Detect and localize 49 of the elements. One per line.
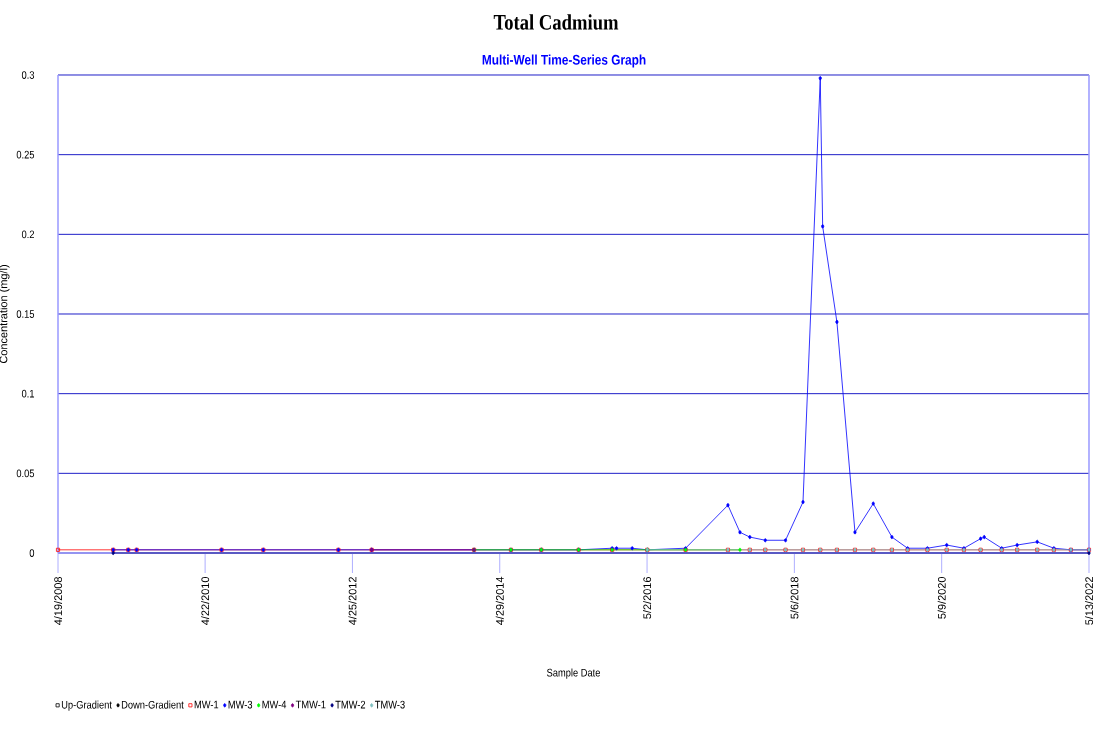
y-tick-label: 0.1 <box>21 389 35 398</box>
x-tick-label: 4/19/2008 <box>53 577 63 626</box>
x-tick-label: 5/2/2016 <box>643 577 652 619</box>
y-tick-label: 0.3 <box>21 71 35 79</box>
x-tick-label: 4/22/2010 <box>201 576 210 626</box>
point <box>748 535 752 540</box>
point <box>1015 543 1019 548</box>
point <box>738 530 742 535</box>
y-tick-label: 0 <box>29 549 35 557</box>
point <box>1035 539 1039 544</box>
chart-subtitle: Multi-Well Time-Series Graph <box>482 54 646 68</box>
x-tick-label: 4/25/2012 <box>348 577 357 626</box>
point <box>871 501 875 506</box>
legend-label: MW-1 <box>194 700 219 709</box>
legend-label: Down-Gradient <box>121 700 184 709</box>
point <box>818 76 822 81</box>
x-axis-title: Sample Date <box>546 668 600 679</box>
point <box>890 535 894 540</box>
legend-label: TMW-1 <box>295 700 326 709</box>
legend-label: MW-4 <box>262 700 287 709</box>
point <box>763 538 767 543</box>
point <box>111 551 115 555</box>
point <box>630 546 634 551</box>
x-tick-label: 5/13/2022 <box>1084 577 1094 625</box>
point <box>979 536 983 541</box>
legend-label: TMW-3 <box>374 700 405 709</box>
x-tick-label: 5/9/2020 <box>937 576 946 619</box>
y-tick-label: 0.2 <box>21 230 35 239</box>
x-tick-label: 5/6/2018 <box>790 577 799 619</box>
y-axis-title: Concentration (mg/l) <box>0 265 10 364</box>
point <box>945 543 949 548</box>
x-tick-label: 4/29/2014 <box>495 576 504 626</box>
point <box>982 535 986 540</box>
legend-label: MW-3 <box>228 700 253 709</box>
legend-label: TMW-2 <box>335 700 366 709</box>
point <box>835 319 839 324</box>
legend-label: Up-Gradient <box>61 700 112 711</box>
point <box>738 547 742 552</box>
point <box>821 224 825 229</box>
point <box>801 500 805 505</box>
y-tick-label: 0.25 <box>16 150 35 159</box>
point <box>726 503 730 508</box>
y-tick-label: 0.05 <box>16 469 35 478</box>
point <box>1087 551 1091 555</box>
y-tick-label: 0.15 <box>16 310 35 318</box>
chart-title: Total Cadmium <box>493 14 619 30</box>
point <box>853 530 857 535</box>
point <box>784 538 788 543</box>
point <box>615 546 619 551</box>
